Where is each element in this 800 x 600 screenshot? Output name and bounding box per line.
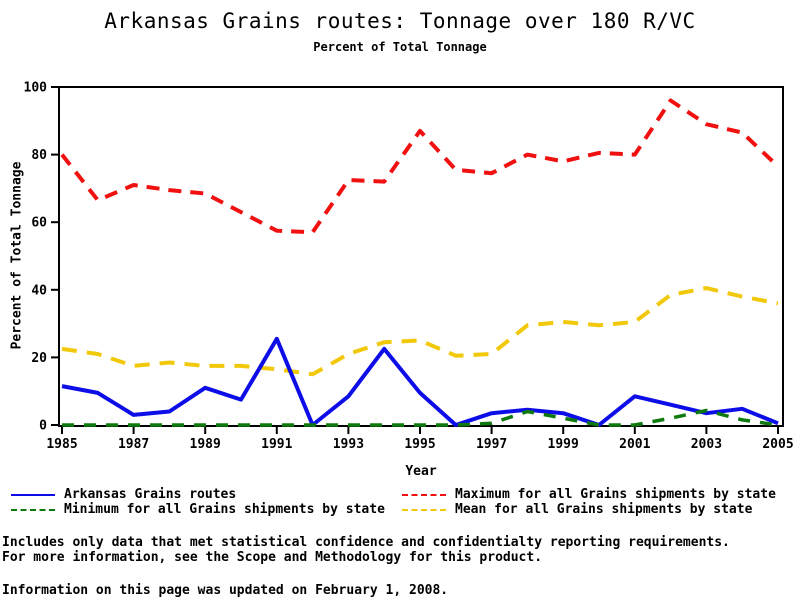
legend-label-minimum: Minimum for all Grains shipments by stat…: [64, 502, 385, 517]
series-line-2: [60, 98, 780, 235]
plot-frame: [58, 86, 784, 427]
legend-item-maximum: Maximum for all Grains shipments by stat…: [402, 487, 776, 502]
x-tick-label: 1985: [46, 437, 77, 452]
legend-swatch-mean: [402, 508, 446, 511]
x-tick-label: 1987: [118, 437, 149, 452]
legend-item-mean: Mean for all Grains shipments by state: [402, 502, 752, 517]
x-tick-label: 1995: [404, 437, 435, 452]
legend-label-maximum: Maximum for all Grains shipments by stat…: [455, 487, 776, 502]
legend-item-minimum: Minimum for all Grains shipments by stat…: [11, 502, 385, 517]
y-tick-label: 40: [31, 283, 47, 298]
x-tick-label: 2001: [619, 437, 650, 452]
series-line-1: [62, 408, 779, 427]
legend-label-mean: Mean for all Grains shipments by state: [455, 502, 753, 517]
x-tick-label: 2003: [691, 437, 722, 452]
y-tick-label: 100: [24, 81, 48, 96]
legend-swatch-minimum: [11, 508, 55, 511]
x-tick-label: 1997: [476, 437, 507, 452]
x-tick-label: 1993: [333, 437, 364, 452]
x-axis-title: Year: [405, 464, 437, 479]
legend-label-arkansas-routes: Arkansas Grains routes: [64, 487, 237, 502]
legend-item-arkansas-routes: Arkansas Grains routes: [11, 487, 236, 502]
chart-subtitle: Percent of Total Tonnage: [313, 40, 487, 54]
footnote-line-2: For more information, see the Scope and …: [2, 550, 543, 565]
series-line-3: [61, 286, 779, 377]
x-tick-label: 1999: [548, 437, 579, 452]
y-tick-label: 80: [31, 148, 47, 163]
y-tick-label: 20: [31, 351, 47, 366]
footnote-updated: Information on this page was updated on …: [2, 583, 449, 598]
legend-swatch-arkansas-routes: [11, 493, 55, 496]
legend-swatch-maximum: [402, 493, 446, 496]
series-line-0: [61, 336, 779, 427]
chart-title: Arkansas Grains routes: Tonnage over 180…: [104, 9, 696, 33]
footnote-line-1: Includes only data that met statistical …: [2, 535, 730, 550]
x-tick-label: 1991: [261, 437, 292, 452]
y-tick-label: 60: [31, 216, 47, 231]
y-tick-label: 0: [39, 419, 47, 434]
x-tick-label: 1989: [190, 437, 221, 452]
x-tick-label: 2005: [762, 437, 793, 452]
